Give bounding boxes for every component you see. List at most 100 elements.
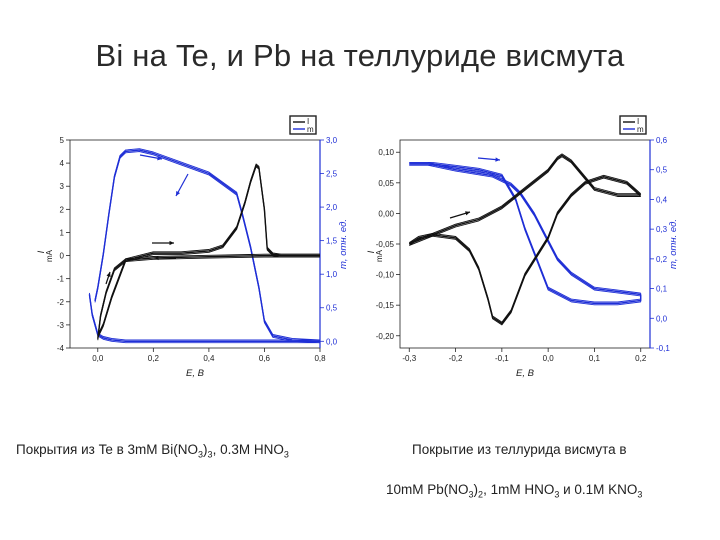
y-right-tick-label: 0,5 — [326, 304, 338, 313]
y-left-tick-label: -0,05 — [376, 240, 395, 249]
slide-title: Bi на Te, и Pb на теллуриде висмута — [95, 38, 625, 73]
caption-right-line1: Покрытие из теллурида висмута в — [412, 442, 627, 457]
series-mass-reverse — [94, 149, 321, 342]
y-left-tick-label: -1 — [57, 275, 65, 284]
x-tick-label: 0,6 — [259, 354, 271, 363]
direction-arrow — [477, 157, 501, 162]
y-right-tick-label: 0,2 — [656, 255, 668, 264]
series-mass-reverse — [409, 163, 641, 296]
caption-left-sub: 3 — [207, 449, 213, 460]
direction-arrow-head — [154, 255, 159, 261]
x-tick-label: 0,0 — [543, 354, 555, 363]
series-mass-forward — [88, 294, 320, 342]
y-left-tick-label: -0,10 — [376, 271, 395, 280]
legend: Im — [289, 115, 317, 135]
y-left-tick-label: -4 — [57, 344, 65, 353]
y-left-tick-label: 0,05 — [378, 179, 394, 188]
x-tick-label: 0,2 — [148, 354, 160, 363]
y-left-tick-label: 2 — [60, 205, 65, 214]
y-left-tick-label: 5 — [60, 136, 65, 145]
y-right-tick-label: 0,3 — [656, 225, 668, 234]
x-axis-label: E, В — [516, 368, 535, 379]
series-mass-reverse — [94, 148, 321, 341]
series-current-reverse — [409, 156, 641, 246]
y-right-tick-label: 0,0 — [656, 314, 668, 323]
caption-right-part: , 1mM HNO — [483, 482, 555, 497]
caption-left-part: Покрытия из Te в 3mM Bi(NO — [16, 442, 199, 457]
chart-right-pb-on-bi-telluride: -0,3 -0,2 -0,1 0,0 0,1 0,2 0,10 0,05 0,00 -0,05 -0… — [366, 115, 679, 379]
y-right-tick-label: 1,5 — [326, 237, 338, 246]
direction-arrow — [105, 271, 111, 285]
series-current-forward — [97, 164, 320, 337]
chart-left-bi-on-te: 0,0 0,2 0,4 0,6 0,8 5 4 3 2 1 0 -1 -2 -3 -4 3,0 2,5 2,0 1,… — [36, 115, 349, 379]
caption-right-part: и 0.1M KNO — [559, 482, 638, 497]
y-left-tick-label: -2 — [57, 298, 65, 307]
direction-arrow — [139, 154, 163, 161]
series-current-reverse — [97, 254, 320, 339]
series-current-reverse — [97, 253, 320, 338]
y-left-tick-label: 1 — [60, 228, 65, 237]
y-right-tick-label: -0,1 — [656, 344, 670, 353]
series-current-forward — [97, 163, 320, 336]
caption-left-sub: 3 — [283, 449, 289, 460]
y-right-tick-label: 0,6 — [656, 136, 668, 145]
series-mass-reverse — [409, 161, 641, 294]
direction-arrow-head — [495, 157, 500, 162]
y-right-axis-label: m, отн. ед. — [668, 219, 679, 269]
x-tick-label: 0,2 — [635, 354, 647, 363]
y-right-tick-label: 1,0 — [326, 270, 338, 279]
direction-arrow-head — [157, 156, 162, 161]
series-mass-forward — [88, 292, 320, 341]
direction-arrow-head — [465, 211, 470, 216]
y-right-tick-label: 2,0 — [326, 203, 338, 212]
series-current-forward — [97, 166, 320, 338]
legend-label-current: I — [637, 117, 639, 126]
caption-left-part: , 0.3M HNO — [212, 442, 284, 457]
y-right-tick-label: 0,5 — [656, 166, 668, 175]
legend-label-mass: m — [307, 125, 314, 134]
x-tick-label: 0,1 — [589, 354, 601, 363]
y-left-tick-label: 4 — [60, 159, 65, 168]
series-mass-forward — [409, 161, 642, 303]
series-current-reverse — [97, 256, 320, 341]
caption-right-sub: 3 — [468, 489, 474, 500]
legend-label-mass: m — [637, 125, 644, 134]
series-current-reverse — [409, 153, 641, 244]
direction-arrow — [449, 211, 471, 219]
direction-arrow-head — [176, 191, 181, 196]
series-mass-forward — [409, 163, 642, 305]
x-axis-label: E, В — [186, 368, 205, 379]
caption-right-line2: 10mM Pb(NO3)2, 1mM HNO3 и 0.1M KNO3 — [386, 482, 642, 500]
y-left-axis-unit: mA — [45, 249, 54, 262]
series-current-reverse — [409, 154, 641, 245]
y-left-axis-label: I — [36, 250, 47, 253]
y-right-tick-label: 0,4 — [656, 195, 668, 204]
y-right-tick-label: 0,1 — [656, 285, 668, 294]
x-tick-label: 0,4 — [203, 354, 215, 363]
series-mass-reverse — [409, 164, 641, 297]
x-tick-label: -0,2 — [449, 354, 463, 363]
legend-label-current: I — [307, 117, 309, 126]
direction-arrow — [175, 173, 189, 197]
x-tick-label: 0,8 — [314, 354, 326, 363]
y-left-tick-label: -0,15 — [376, 301, 395, 310]
y-right-axis-label: m, отн. ед. — [338, 219, 349, 269]
caption-right-part: ) — [473, 482, 479, 497]
y-right-tick-label: 3,0 — [326, 136, 338, 145]
caption-right-sub: 3 — [637, 489, 643, 500]
y-left-tick-label: 3 — [60, 182, 65, 191]
x-tick-label: -0,3 — [402, 354, 416, 363]
series-mass-forward — [88, 295, 320, 344]
direction-arrow — [152, 240, 174, 246]
legend: Im — [619, 115, 647, 135]
plot-frame — [399, 139, 651, 349]
caption-left-part: ) — [203, 442, 208, 457]
y-left-tick-label: -0,20 — [376, 332, 395, 341]
y-right-tick-label: 0,0 — [326, 337, 338, 346]
caption-left: Покрытия из Te в 3mM Bi(NO3)3, 0.3M HNO3 — [16, 442, 289, 460]
direction-arrow-head — [169, 240, 174, 246]
caption-right-sub: 2 — [478, 489, 484, 500]
y-left-tick-label: 0,10 — [378, 148, 394, 157]
caption-left-sub: 3 — [198, 449, 204, 460]
caption-right-sub: 3 — [554, 489, 560, 500]
